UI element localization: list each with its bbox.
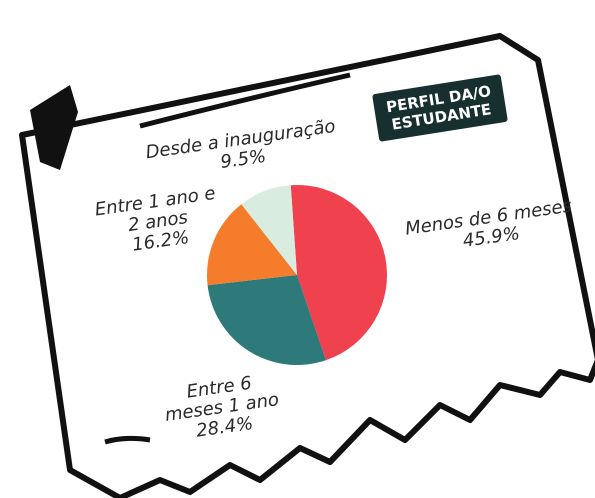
- pie: [207, 185, 387, 365]
- page: PERFIL DA/O ESTUDANTE Menos de 6 meses45…: [0, 0, 595, 498]
- paper: [0, 0, 595, 498]
